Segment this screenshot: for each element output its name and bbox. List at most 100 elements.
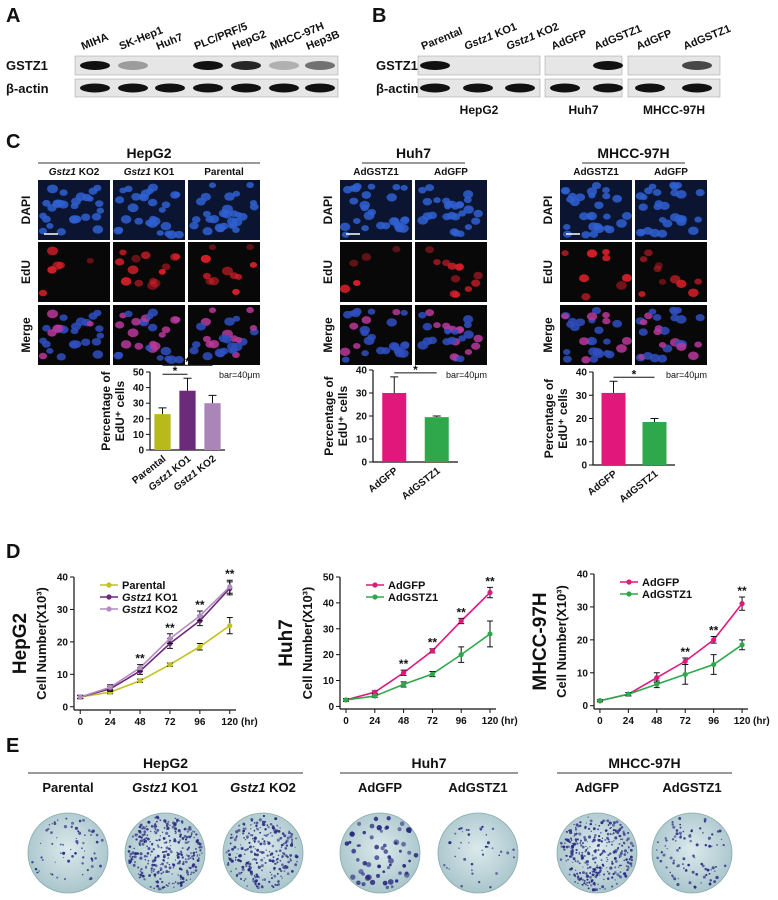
- merge-nucleus: [164, 355, 172, 362]
- colony: [237, 828, 241, 832]
- merge-nucleus: [579, 337, 590, 346]
- nucleus: [161, 201, 171, 209]
- colony: [179, 874, 182, 877]
- edu-nucleus: [425, 246, 435, 254]
- colony: [192, 863, 196, 867]
- y-tick-label: 40: [577, 570, 589, 581]
- colony: [187, 854, 190, 858]
- colony: [195, 848, 197, 850]
- colony: [656, 841, 659, 844]
- micrograph: [415, 305, 487, 365]
- merge-nucleus: [42, 324, 51, 332]
- merge-nucleus: [59, 314, 68, 321]
- colony: [605, 845, 608, 847]
- colony: [589, 846, 591, 848]
- chart-title: MHCC-97H: [530, 592, 551, 690]
- colony: [614, 849, 618, 853]
- point: [487, 589, 493, 596]
- colony: [151, 871, 153, 874]
- nucleus: [246, 182, 254, 189]
- colony: [716, 830, 720, 833]
- nucleus: [575, 193, 586, 202]
- colony: [159, 819, 162, 822]
- colony: [70, 825, 73, 828]
- colony: [575, 823, 579, 827]
- colony: [601, 837, 604, 840]
- colony: [275, 850, 278, 853]
- nucleus: [39, 212, 48, 220]
- x-tick-label: AdGFP: [367, 465, 401, 495]
- colony: [593, 888, 597, 892]
- colony: [512, 848, 515, 851]
- merge-nucleus: [70, 327, 79, 335]
- colony: [692, 854, 695, 858]
- y-tick-label: 30: [323, 624, 335, 635]
- colony: [87, 829, 91, 832]
- colony: [262, 822, 266, 826]
- colony: [608, 822, 611, 824]
- colony: [248, 866, 253, 870]
- colony: [138, 829, 142, 834]
- colony: [287, 831, 291, 835]
- colony: [259, 850, 262, 853]
- error-bar: [390, 376, 399, 393]
- colony: [197, 857, 201, 860]
- merge-nucleus: [348, 310, 357, 317]
- nucleus: [47, 184, 59, 194]
- colony: [350, 874, 356, 880]
- y-tick-label: 30: [133, 399, 145, 410]
- colony: [155, 820, 158, 823]
- point: [107, 684, 113, 690]
- blot-band: [682, 61, 712, 70]
- colony: [190, 873, 192, 876]
- chart-title: HepG2: [10, 613, 31, 674]
- edu-nucleus: [451, 291, 461, 298]
- colony: [471, 872, 474, 875]
- colony: [377, 864, 381, 869]
- colony: [75, 837, 78, 840]
- colony: [512, 856, 516, 859]
- nucleus: [463, 190, 474, 199]
- colony: [152, 848, 155, 851]
- x-tick-label: AdGSTZ1: [618, 468, 661, 505]
- colony: [614, 879, 616, 881]
- x-tick-label: 48: [651, 716, 663, 727]
- edu-nucleus: [586, 249, 598, 258]
- colony: [183, 828, 186, 831]
- y-tick-label: 20: [576, 414, 588, 425]
- colony: [261, 837, 264, 841]
- colony: [604, 839, 606, 841]
- y-tick-label: 30: [356, 389, 368, 400]
- colony: [176, 851, 178, 854]
- colony: [710, 868, 713, 871]
- colony: [612, 823, 615, 827]
- colony: [602, 849, 606, 853]
- edu-nucleus: [202, 272, 211, 280]
- series-line: [345, 633, 491, 701]
- edu-nucleus: [208, 244, 217, 251]
- blot-band: [463, 83, 493, 93]
- colony: [611, 876, 614, 879]
- colony: [155, 839, 158, 842]
- edu-nucleus: [249, 261, 258, 268]
- colony: [234, 856, 237, 859]
- colony: [290, 838, 294, 841]
- colony: [173, 882, 175, 885]
- colony: [280, 863, 284, 867]
- colony: [242, 832, 245, 835]
- colony: [283, 834, 287, 838]
- colony: [234, 859, 237, 861]
- merge-nucleus: [422, 322, 433, 331]
- nucleus: [442, 213, 452, 221]
- nucleus: [473, 209, 483, 218]
- legend-label: AdGFP: [642, 577, 679, 589]
- column-label: Parental: [204, 167, 244, 178]
- colony: [167, 885, 169, 887]
- colony: [272, 856, 275, 859]
- colony: [227, 862, 230, 864]
- colony: [617, 866, 620, 868]
- colony: [606, 870, 609, 873]
- colony: [81, 847, 83, 850]
- colony: [190, 852, 192, 854]
- colony: [625, 839, 629, 842]
